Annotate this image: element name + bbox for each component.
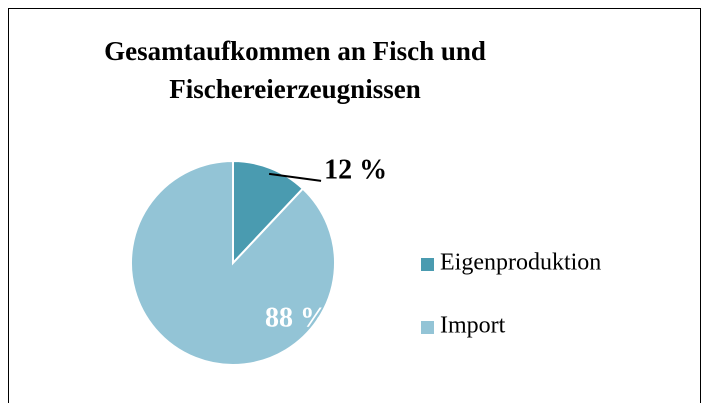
legend-label: Import bbox=[440, 313, 506, 339]
legend-swatch bbox=[421, 258, 434, 271]
legend-label: Eigenproduktion bbox=[440, 250, 601, 276]
pie-slice bbox=[232, 159, 305, 266]
leader-line bbox=[268, 172, 322, 182]
chart-frame bbox=[8, 8, 701, 403]
legend-swatch bbox=[421, 321, 434, 334]
data-label: 12 % bbox=[324, 154, 387, 185]
data-label: 88 % bbox=[265, 302, 328, 333]
chart-title: Gesamtaufkommen an Fisch und Fischereier… bbox=[104, 36, 486, 104]
pie-slice bbox=[130, 159, 336, 366]
